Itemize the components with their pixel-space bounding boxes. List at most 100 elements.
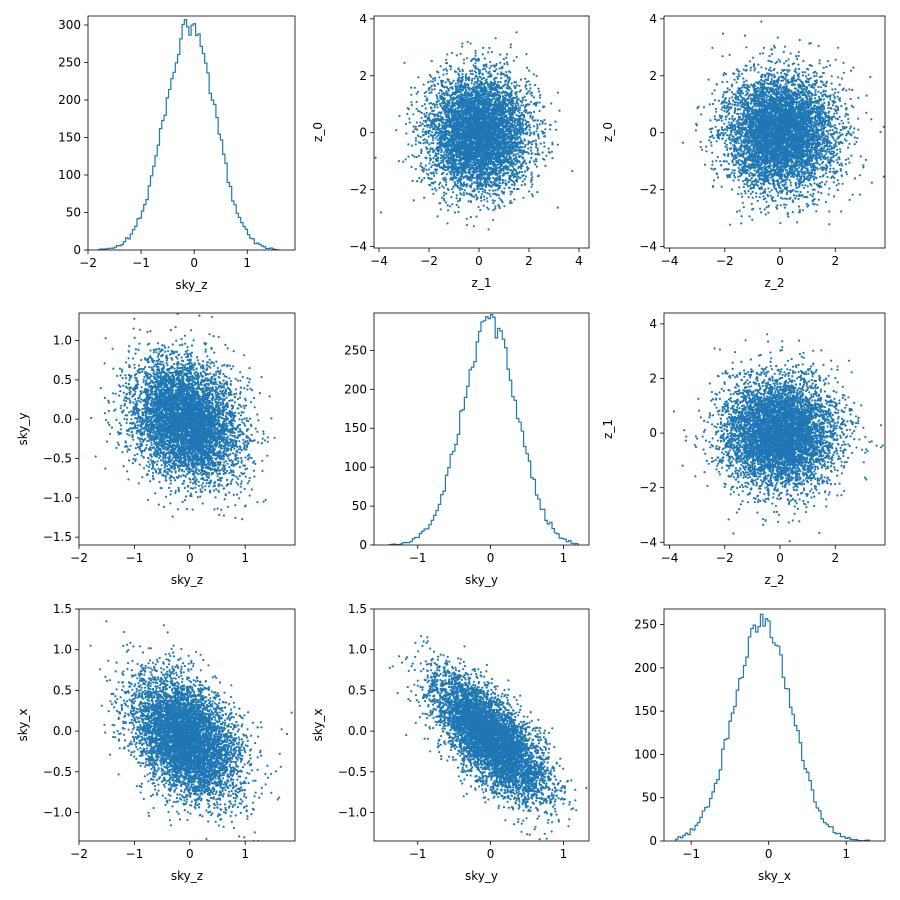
scatter-point	[443, 151, 446, 154]
scatter-point	[492, 218, 495, 221]
scatter-point	[458, 197, 462, 200]
scatter-point	[530, 143, 534, 146]
scatter-point	[445, 192, 448, 195]
scatter-point	[535, 102, 538, 105]
scatter-point	[421, 130, 424, 133]
scatter-point	[509, 46, 512, 49]
scatter-point	[472, 86, 475, 89]
scatter-point	[536, 191, 539, 194]
scatter-point	[395, 129, 398, 132]
scatter-point	[461, 85, 464, 88]
x-tick-label: 0	[190, 256, 198, 270]
scatter-point	[502, 90, 505, 93]
scatter-point	[460, 182, 463, 185]
scatter-point	[476, 77, 480, 80]
plot-area	[374, 31, 574, 231]
scatter-point	[488, 176, 491, 180]
scatter-point	[415, 107, 418, 110]
scatter-point	[502, 58, 505, 61]
scatter-point	[543, 141, 546, 144]
scatter-point	[538, 109, 541, 112]
scatter-point	[506, 105, 509, 108]
scatter-point	[517, 141, 520, 144]
scatter-point	[453, 118, 456, 121]
scatter-point	[505, 79, 508, 82]
scatter-point	[476, 159, 479, 162]
scatter-point	[454, 70, 457, 73]
scatter-point	[531, 115, 534, 118]
scatter-point	[451, 87, 454, 90]
scatter-point	[448, 81, 451, 84]
scatter-point	[437, 152, 440, 155]
scatter-point	[523, 139, 526, 142]
scatter-point	[505, 86, 508, 90]
scatter-point	[521, 141, 524, 144]
scatter-point	[536, 125, 539, 128]
scatter-point	[521, 180, 525, 183]
scatter-point	[461, 163, 464, 167]
scatter-point	[528, 69, 531, 72]
scatter-point	[416, 180, 419, 183]
scatter-point	[500, 190, 503, 193]
scatter-point	[485, 183, 488, 186]
scatter-point	[524, 119, 527, 122]
scatter-point	[431, 188, 434, 191]
scatter-point	[447, 209, 450, 212]
scatter-point	[426, 118, 429, 121]
scatter-point	[495, 68, 498, 71]
scatter-point	[535, 130, 538, 133]
scatter-point	[509, 193, 512, 196]
scatter-point	[443, 145, 446, 148]
scatter-point	[473, 187, 476, 191]
scatter-point	[437, 71, 440, 74]
scatter-point	[518, 106, 522, 109]
scatter-point	[410, 86, 413, 89]
scatter-point	[477, 110, 480, 113]
scatter-point	[488, 167, 491, 171]
scatter-point	[451, 191, 455, 194]
scatter-point	[462, 184, 465, 187]
scatter-point	[444, 129, 447, 132]
y-tick-label: 250	[58, 56, 81, 70]
scatter-point	[473, 77, 476, 80]
scatter-point	[521, 96, 524, 99]
scatter-point	[508, 78, 511, 81]
scatter-point	[430, 122, 433, 125]
scatter-point	[420, 180, 423, 183]
scatter-point	[512, 154, 515, 157]
scatter-point	[433, 76, 437, 79]
scatter-point	[430, 60, 433, 63]
scatter-point	[414, 128, 417, 131]
scatter-point	[503, 99, 506, 102]
scatter-point	[498, 182, 501, 185]
scatter-point	[434, 124, 437, 127]
scatter-point	[458, 199, 462, 202]
scatter-point	[444, 67, 447, 70]
scatter-point	[483, 57, 486, 60]
scatter-point	[423, 124, 426, 128]
scatter-point	[524, 85, 527, 88]
scatter-point	[480, 195, 483, 198]
scatter-point	[465, 98, 468, 101]
scatter-point	[480, 199, 483, 202]
scatter-point	[445, 69, 448, 72]
scatter-point	[428, 73, 431, 77]
scatter-point	[436, 215, 439, 218]
scatter-point	[510, 201, 513, 204]
scatter-point	[446, 78, 449, 81]
scatter-point	[493, 199, 496, 202]
scatter-point	[425, 168, 428, 171]
scatter-point	[537, 90, 541, 93]
scatter-point	[533, 133, 536, 136]
scatter-point	[516, 142, 519, 145]
scatter-point	[432, 77, 435, 80]
scatter-point	[422, 83, 425, 86]
scatter-point	[468, 70, 472, 73]
scatter-point	[463, 139, 467, 142]
scatter-point	[460, 193, 463, 196]
scatter-point	[471, 109, 474, 112]
scatter-point	[434, 180, 437, 184]
scatter-point	[500, 77, 503, 80]
scatter-point	[461, 45, 464, 48]
scatter-point	[462, 115, 465, 118]
